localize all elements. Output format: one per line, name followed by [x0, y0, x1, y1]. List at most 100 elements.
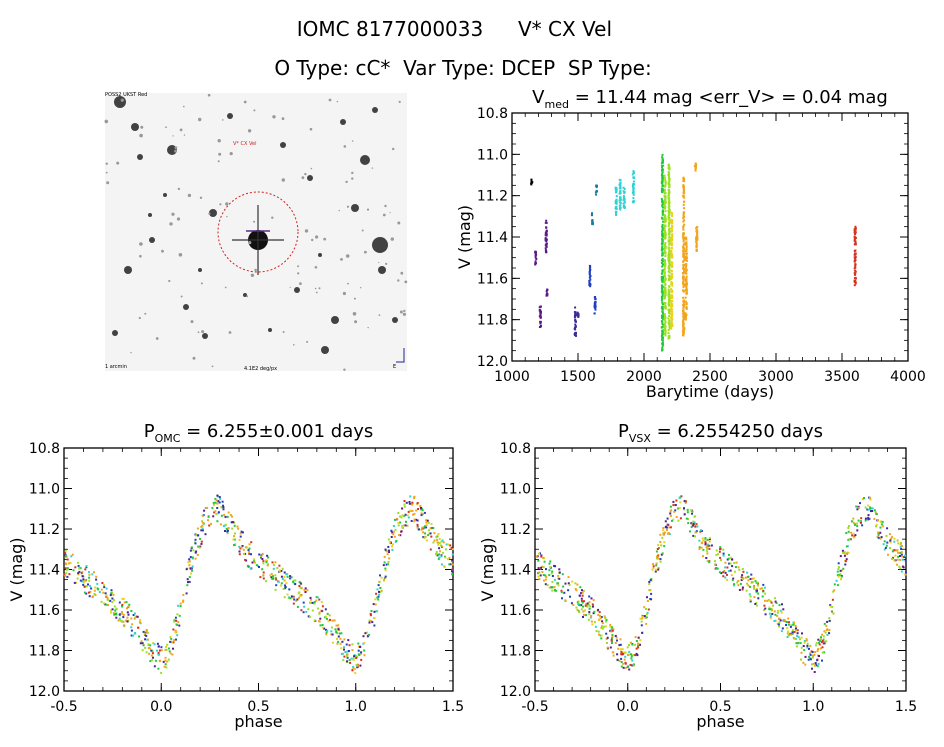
star-faint [281, 178, 285, 182]
data-point [388, 551, 390, 553]
data-point [821, 646, 824, 649]
data-point [685, 259, 688, 262]
data-point [620, 648, 622, 651]
data-point [766, 599, 769, 602]
data-point [242, 548, 245, 551]
data-point [738, 568, 741, 571]
star-faint [217, 160, 220, 163]
data-point [417, 508, 420, 510]
data-point [581, 591, 584, 594]
data-point [678, 507, 681, 509]
data-point [685, 292, 688, 295]
data-point [660, 197, 663, 200]
data-point [69, 562, 72, 565]
data-point [131, 623, 134, 626]
data-point [632, 189, 635, 192]
star-faint [183, 134, 186, 136]
data-point [597, 608, 600, 611]
data-point [670, 247, 673, 250]
data-point [179, 602, 182, 605]
data-point [682, 188, 685, 191]
data-point [551, 575, 554, 577]
data-point [113, 613, 116, 616]
data-point [661, 302, 664, 305]
data-point [854, 243, 856, 246]
data-point [668, 180, 671, 183]
data-point [682, 214, 685, 217]
data-point [657, 547, 660, 549]
data-point [541, 565, 544, 568]
data-point [682, 194, 685, 197]
data-point [212, 515, 215, 518]
data-point [706, 538, 709, 541]
data-point [360, 658, 363, 661]
data-point [85, 565, 88, 568]
data-point [663, 230, 666, 233]
data-point [682, 190, 685, 193]
y-tick-label: 11.0 [500, 482, 531, 498]
data-point [661, 176, 664, 179]
data-points [63, 494, 454, 675]
data-point [800, 646, 803, 649]
data-point [694, 165, 697, 168]
data-point [661, 536, 664, 539]
data-point [652, 563, 654, 566]
data-point [440, 563, 443, 566]
data-point [305, 610, 308, 613]
data-point [671, 315, 673, 318]
data-point [150, 649, 153, 652]
data-point [539, 574, 542, 577]
data-point [663, 232, 666, 234]
data-point [403, 514, 406, 517]
data-point [574, 319, 577, 322]
data-point [216, 507, 219, 509]
data-point [670, 221, 673, 224]
data-point [286, 593, 289, 596]
data-point [546, 584, 549, 587]
data-point [530, 182, 533, 185]
data-point [811, 656, 814, 659]
data-point [819, 638, 822, 641]
data-point [574, 316, 577, 319]
data-point [899, 555, 901, 557]
data-point [776, 609, 779, 612]
data-point [664, 330, 667, 333]
data-point [222, 504, 224, 507]
data-point [671, 238, 674, 241]
data-point [668, 209, 671, 212]
data-point [882, 543, 885, 546]
data-point [705, 546, 708, 549]
star-faint [219, 203, 222, 206]
data-point [774, 613, 777, 616]
data-point [110, 589, 113, 592]
data-point [773, 610, 776, 613]
data-point [538, 315, 541, 318]
star-faint [140, 125, 144, 129]
data-point [671, 212, 673, 215]
data-point [663, 541, 666, 544]
data-point [637, 646, 640, 649]
data-point [321, 626, 324, 629]
data-point [327, 620, 330, 623]
data-point [155, 649, 158, 652]
data-point [401, 514, 404, 517]
data-point [302, 601, 305, 604]
data-point [708, 561, 711, 564]
data-point [667, 303, 670, 306]
data-point [756, 589, 758, 592]
data-points [530, 153, 857, 352]
star-faint [105, 162, 108, 165]
data-point [664, 282, 667, 285]
data-point [574, 588, 577, 591]
data-point [186, 584, 189, 587]
data-point [661, 343, 664, 346]
data-point [421, 526, 424, 529]
data-point [661, 335, 664, 337]
star-faint [272, 115, 276, 119]
y-tick-label: 11.8 [477, 313, 508, 329]
data-point [667, 225, 670, 228]
data-point [624, 662, 627, 665]
data-point [146, 631, 149, 634]
data-point [664, 210, 667, 213]
data-point [670, 324, 673, 326]
